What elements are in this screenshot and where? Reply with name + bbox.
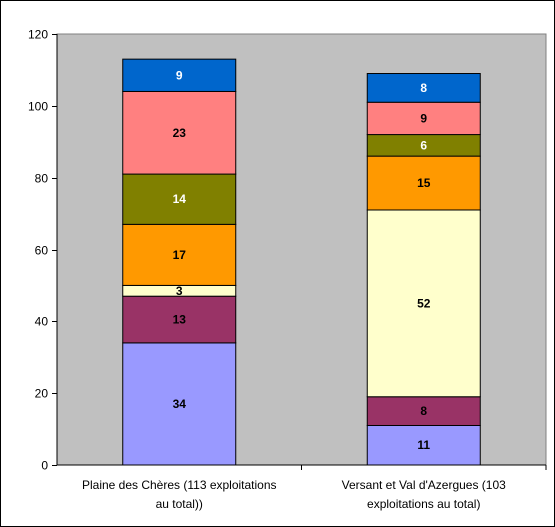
bar-segment: [122, 295, 237, 344]
x-category-label: Versant et Val d'Azergues (103: [342, 478, 506, 492]
data-label: 13: [173, 313, 187, 327]
y-tick-label: 60: [35, 244, 49, 258]
data-label: 23: [173, 126, 187, 140]
y-tick-label: 40: [35, 315, 49, 329]
data-label: 17: [173, 248, 187, 262]
data-label: 11: [417, 438, 430, 452]
bar-segment: [122, 58, 237, 92]
data-label: 9: [176, 68, 183, 82]
bar-segment: [366, 73, 481, 103]
y-tick-label: 100: [28, 100, 48, 114]
bar-segment: [122, 342, 237, 466]
y-tick-label: 20: [35, 387, 49, 401]
data-label: 9: [420, 111, 427, 125]
bar-segment: [366, 424, 481, 466]
y-tick-label: 80: [35, 172, 49, 186]
data-label: 8: [420, 81, 427, 95]
data-label: 34: [173, 397, 187, 411]
x-category-label: exploitations au total): [367, 497, 480, 511]
bar-segment: [122, 223, 237, 286]
x-category-label: au total)): [156, 497, 203, 511]
data-label: 6: [420, 138, 427, 152]
bar-segment: [122, 90, 237, 175]
data-label: 14: [173, 192, 187, 206]
data-label: 15: [417, 176, 431, 190]
bar-segment: [122, 173, 237, 225]
y-tick-label: 0: [41, 459, 48, 473]
bar-segment: [366, 155, 481, 211]
bar-segment: [366, 396, 481, 426]
x-category-label: Plaine des Chères (113 exploitations: [82, 478, 277, 492]
bar-segment: [366, 101, 481, 136]
data-label: 8: [420, 404, 427, 418]
data-label: 3: [176, 284, 183, 298]
y-tick-label: 120: [28, 28, 48, 42]
data-label: 52: [417, 296, 431, 310]
